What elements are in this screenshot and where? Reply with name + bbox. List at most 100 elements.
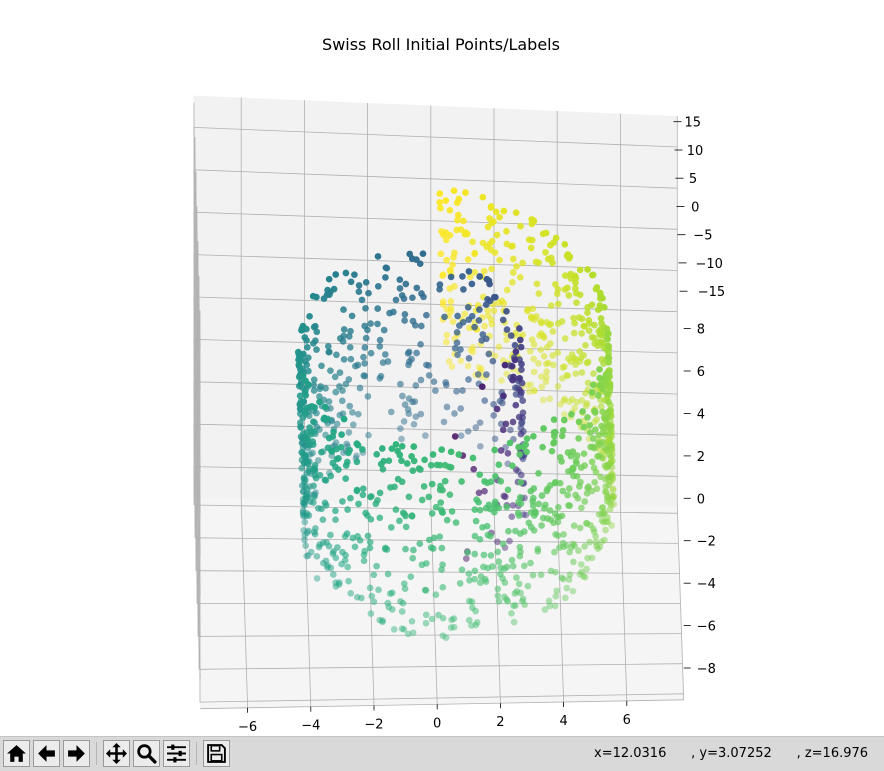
scatter-point: [451, 283, 458, 290]
scatter-point: [561, 594, 569, 602]
scatter-point: [510, 373, 517, 381]
scatter-point: [547, 254, 555, 262]
y-tick-label: −15: [698, 285, 725, 300]
scatter-point: [409, 467, 417, 475]
scatter-point: [379, 618, 386, 626]
grid-line-z: [193, 211, 678, 230]
scatter-point: [533, 280, 541, 288]
scatter-point: [437, 482, 444, 490]
scatter-point: [484, 531, 492, 539]
scatter-point: [523, 435, 531, 442]
home-button[interactable]: [3, 740, 30, 767]
forward-button[interactable]: [63, 740, 90, 767]
scatter-point: [376, 336, 384, 344]
scatter-point: [476, 419, 484, 427]
z-tick-label: −2: [697, 535, 716, 550]
scatter-point: [468, 312, 476, 320]
scatter-point: [509, 269, 517, 276]
scatter-point: [302, 451, 309, 459]
scatter-point: [355, 288, 363, 296]
scatter-point: [356, 384, 364, 392]
scatter-point: [608, 433, 615, 440]
scatter-point: [451, 433, 459, 440]
scatter-point: [496, 256, 503, 264]
scatter-point: [418, 290, 425, 297]
figure-canvas[interactable]: −6 −4 −2 0 2 4 6 15 10 5 0 −5 −10 −15 8 6 4 2 0 −2 −4 −6 −8 …: [0, 0, 884, 736]
scatter-point: [566, 571, 574, 579]
scatter-point: [575, 547, 582, 555]
scatter-point: [538, 522, 545, 529]
y-tick-label: 5: [689, 172, 697, 187]
scatter-point: [496, 213, 503, 221]
scatter-point: [309, 339, 317, 347]
scatter-point: [451, 249, 458, 257]
scatter-point: [404, 630, 412, 638]
scatter-point: [358, 594, 365, 602]
scatter-point: [401, 310, 409, 318]
scatter-point: [298, 326, 305, 334]
scatter-point: [503, 503, 511, 511]
scatter-point: [480, 551, 488, 559]
pan-button[interactable]: [103, 740, 130, 767]
scatter-point: [359, 485, 367, 493]
scatter-point: [565, 468, 572, 475]
scatter-point: [459, 318, 467, 326]
scatter-point: [443, 516, 451, 524]
scatter-point: [494, 585, 502, 593]
scatter-point: [324, 415, 331, 423]
z-tick-label: −4: [697, 577, 716, 592]
zoom-button[interactable]: [133, 740, 160, 767]
configure-button[interactable]: [163, 740, 190, 767]
scatter-point: [465, 376, 472, 383]
scatter-point: [442, 197, 450, 204]
scatter-point: [407, 573, 415, 581]
scatter-point: [367, 349, 375, 357]
back-button[interactable]: [33, 740, 60, 767]
scatter-point: [525, 519, 533, 527]
scatter-point: [513, 588, 521, 595]
scatter-point: [527, 509, 535, 516]
scatter-point: [557, 400, 564, 408]
scatter-point: [550, 416, 558, 423]
scatter-point: [578, 330, 586, 337]
scatter-point: [504, 486, 512, 494]
scatter-point: [530, 485, 538, 492]
scatter-point: [542, 229, 550, 237]
scatter-point: [572, 370, 580, 378]
scatter-point: [606, 441, 613, 448]
scatter-point: [410, 546, 417, 554]
scatter-point: [439, 271, 447, 278]
scatter-point: [403, 460, 411, 467]
scatter-point: [476, 579, 484, 587]
scatter-point: [295, 361, 303, 369]
scatter-point: [598, 517, 606, 524]
scatter-point: [421, 586, 429, 594]
scatter-point: [561, 272, 569, 279]
scatter-point: [561, 363, 568, 370]
scatter-point: [305, 527, 312, 535]
scatter-point: [518, 366, 525, 374]
scatter-point: [588, 301, 596, 309]
scatter-point: [481, 322, 488, 330]
scatter-point: [381, 351, 389, 358]
scatter-point: [345, 376, 353, 383]
scatter-point: [497, 477, 505, 485]
scatter-point: [441, 313, 448, 321]
scatter-point: [489, 563, 496, 570]
scatter-point: [422, 560, 430, 567]
scatter-point: [401, 585, 409, 593]
scatter-point: [490, 307, 498, 315]
scatter-point: [366, 584, 374, 592]
scatter-point: [405, 493, 413, 501]
scatter-point: [577, 478, 584, 486]
scatter-point: [585, 316, 593, 324]
scatter-point: [586, 538, 593, 546]
scatter-point: [325, 275, 333, 283]
scatter-point: [441, 461, 449, 469]
scatter-point: [364, 532, 372, 540]
save-button[interactable]: [203, 740, 230, 767]
scatter-point: [503, 286, 511, 294]
scatter-point: [322, 477, 330, 484]
scatter-point: [465, 616, 473, 624]
